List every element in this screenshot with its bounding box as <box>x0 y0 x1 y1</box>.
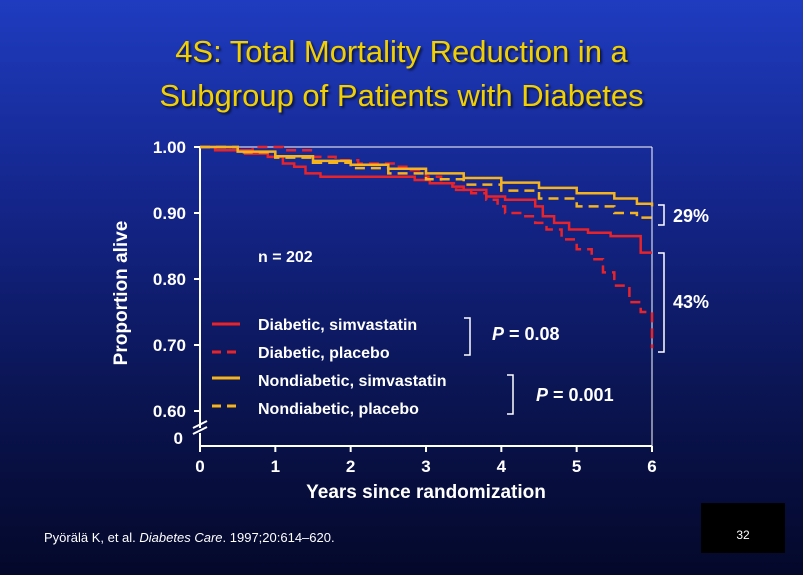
bracket-nondiabetic-reduction <box>658 204 665 226</box>
bracket-diabetic-legend <box>464 317 471 356</box>
x-tick-group: 0 1 2 3 4 5 6 <box>195 446 657 476</box>
x-tick-label: 6 <box>647 457 656 476</box>
y-tick-group: 1.00 0.90 0.80 0.70 0.60 <box>153 138 200 421</box>
p-value-diabetic: P = 0.08 <box>492 324 560 344</box>
legend: Diabetic, simvastatin Diabetic, placebo … <box>212 317 614 418</box>
reduction-nondiabetic-label: 29% <box>673 206 709 226</box>
x-tick-label: 2 <box>346 457 355 476</box>
axis-break-label: 0 <box>174 429 183 448</box>
x-tick-label: 0 <box>195 457 204 476</box>
citation-authors: Pyörälä K, et al. <box>44 530 136 545</box>
legend-item-nondiabetic-simvastatin: Nondiabetic, simvastatin <box>212 373 447 390</box>
bracket-diabetic-reduction <box>658 252 665 353</box>
legend-label-nondiabetic-simvastatin: Nondiabetic, simvastatin <box>258 373 447 390</box>
reduction-diabetic-label: 43% <box>673 292 709 312</box>
slide-title-line-1: 4S: Total Mortality Reduction in a <box>175 34 628 69</box>
p-value-nondiabetic: P = 0.001 <box>536 385 614 405</box>
x-axis-label: Years since randomization <box>306 482 546 503</box>
legend-label-diabetic-placebo: Diabetic, placebo <box>258 345 390 362</box>
legend-label-nondiabetic-placebo: Nondiabetic, placebo <box>258 401 419 418</box>
legend-item-diabetic-simvastatin: Diabetic, simvastatin <box>212 317 417 334</box>
y-tick-label: 0.70 <box>153 336 186 355</box>
slide-number: 32 <box>736 528 750 542</box>
sample-size-label: n = 202 <box>258 249 313 266</box>
axis-break-icon <box>192 420 208 435</box>
citation-journal: Diabetes Care <box>139 530 223 545</box>
citation-details: 1997;20:614–620. <box>229 530 335 545</box>
y-tick-label: 0.80 <box>153 270 186 289</box>
y-tick-label: 0.60 <box>153 402 186 421</box>
slide-title: 4S: Total Mortality Reduction in a Subgr… <box>0 30 803 118</box>
citation: Pyörälä K, et al. Diabetes Care. 1997;20… <box>44 530 335 545</box>
x-tick-label: 1 <box>271 457 280 476</box>
legend-label-diabetic-simvastatin: Diabetic, simvastatin <box>258 317 417 334</box>
y-tick-label: 1.00 <box>153 138 186 157</box>
series-line-nondiabetic-simvastatin <box>200 145 654 207</box>
y-axis-label: Proportion alive <box>111 221 132 366</box>
series-line-diabetic-simvastatin <box>200 145 652 254</box>
slide-number-box: 32 <box>701 503 785 553</box>
legend-item-nondiabetic-placebo: Nondiabetic, placebo <box>212 401 419 418</box>
x-tick-label: 3 <box>421 457 430 476</box>
x-tick-label: 4 <box>497 457 507 476</box>
series-line-group <box>200 145 654 349</box>
slide-title-line-2: Subgroup of Patients with Diabetes <box>159 78 644 113</box>
bracket-nondiabetic-legend <box>507 374 514 415</box>
series-line-nondiabetic-placebo <box>200 145 654 222</box>
legend-item-diabetic-placebo: Diabetic, placebo <box>212 345 390 362</box>
x-tick-label: 5 <box>572 457 581 476</box>
y-tick-label: 0.90 <box>153 204 186 223</box>
